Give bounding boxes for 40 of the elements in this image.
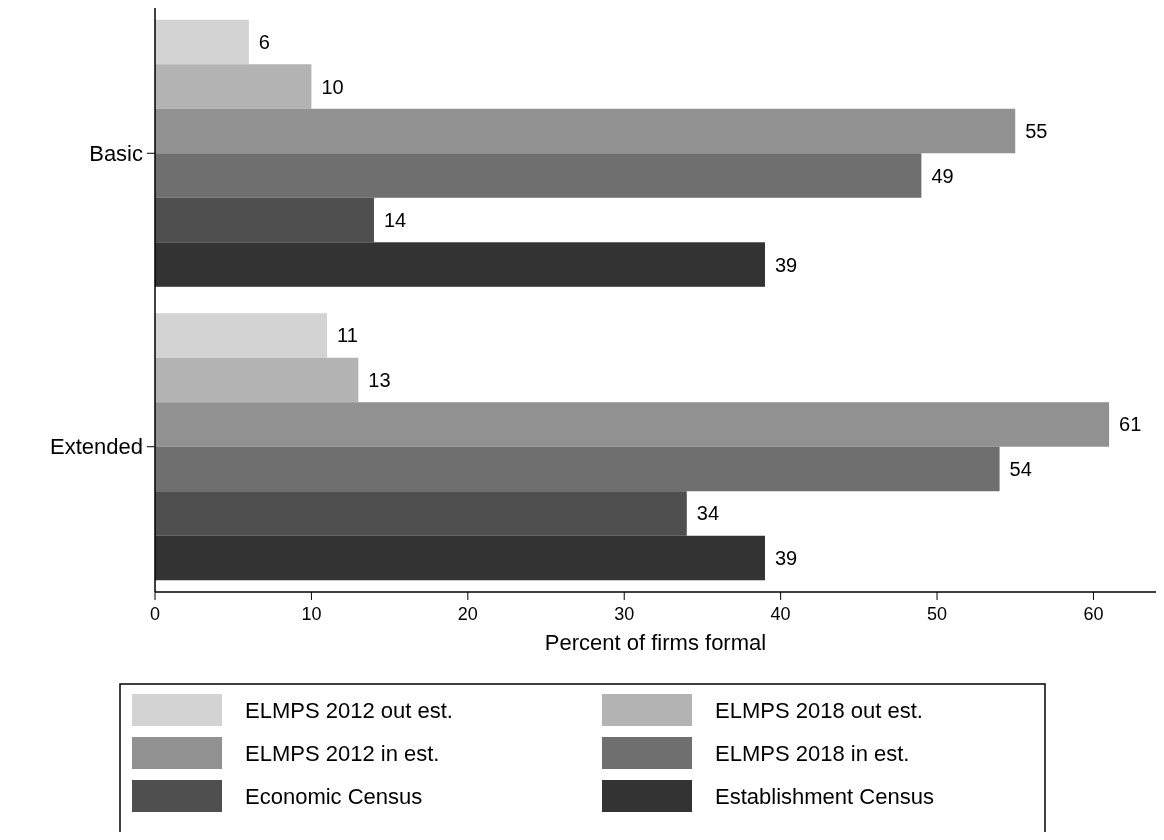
bar	[155, 491, 687, 536]
data-label: 11	[337, 324, 358, 347]
data-label: 55	[1025, 120, 1048, 143]
x-tick-label: 40	[770, 604, 791, 624]
legend-label: ELMPS 2012 out est.	[245, 697, 453, 723]
x-tick-label: 20	[457, 604, 478, 624]
y-tick-label: Basic	[89, 140, 143, 166]
data-label: 39	[774, 253, 798, 276]
x-tick-label: 50	[927, 604, 948, 624]
legend-label: ELMPS 2018 in est.	[715, 740, 910, 766]
bar	[155, 402, 1110, 447]
x-tick-label: 0	[149, 604, 161, 624]
x-tick-label: 10	[301, 604, 322, 624]
legend-label: ELMPS 2012 in est.	[245, 740, 440, 766]
y-tick-label: Extended	[50, 434, 143, 460]
x-tick-label: 30	[614, 604, 635, 624]
bar	[155, 108, 1016, 154]
data-label: 49	[931, 164, 954, 187]
data-label: 39	[774, 547, 798, 570]
data-label: 10	[321, 75, 344, 98]
data-label: 34	[696, 502, 720, 525]
bar	[155, 242, 765, 287]
x-tick-label: 60	[1083, 604, 1104, 624]
bar	[155, 64, 312, 109]
legend-label: Establishment Census	[715, 783, 934, 809]
data-label: 54	[1009, 457, 1032, 480]
bar	[155, 535, 765, 581]
legend-label: Economic Census	[245, 783, 423, 809]
x-axis-title: Percent of firms formal	[544, 630, 767, 655]
bar	[155, 197, 374, 243]
bar	[155, 446, 1000, 492]
bar	[155, 313, 328, 358]
data-label: 13	[368, 368, 391, 391]
data-label: 14	[383, 209, 407, 232]
bar	[155, 19, 249, 65]
bar	[155, 153, 922, 198]
data-label: 6	[258, 30, 270, 53]
legend-label: ELMPS 2018 out est.	[715, 697, 923, 723]
data-label: 61	[1119, 413, 1142, 436]
bar	[155, 357, 359, 403]
